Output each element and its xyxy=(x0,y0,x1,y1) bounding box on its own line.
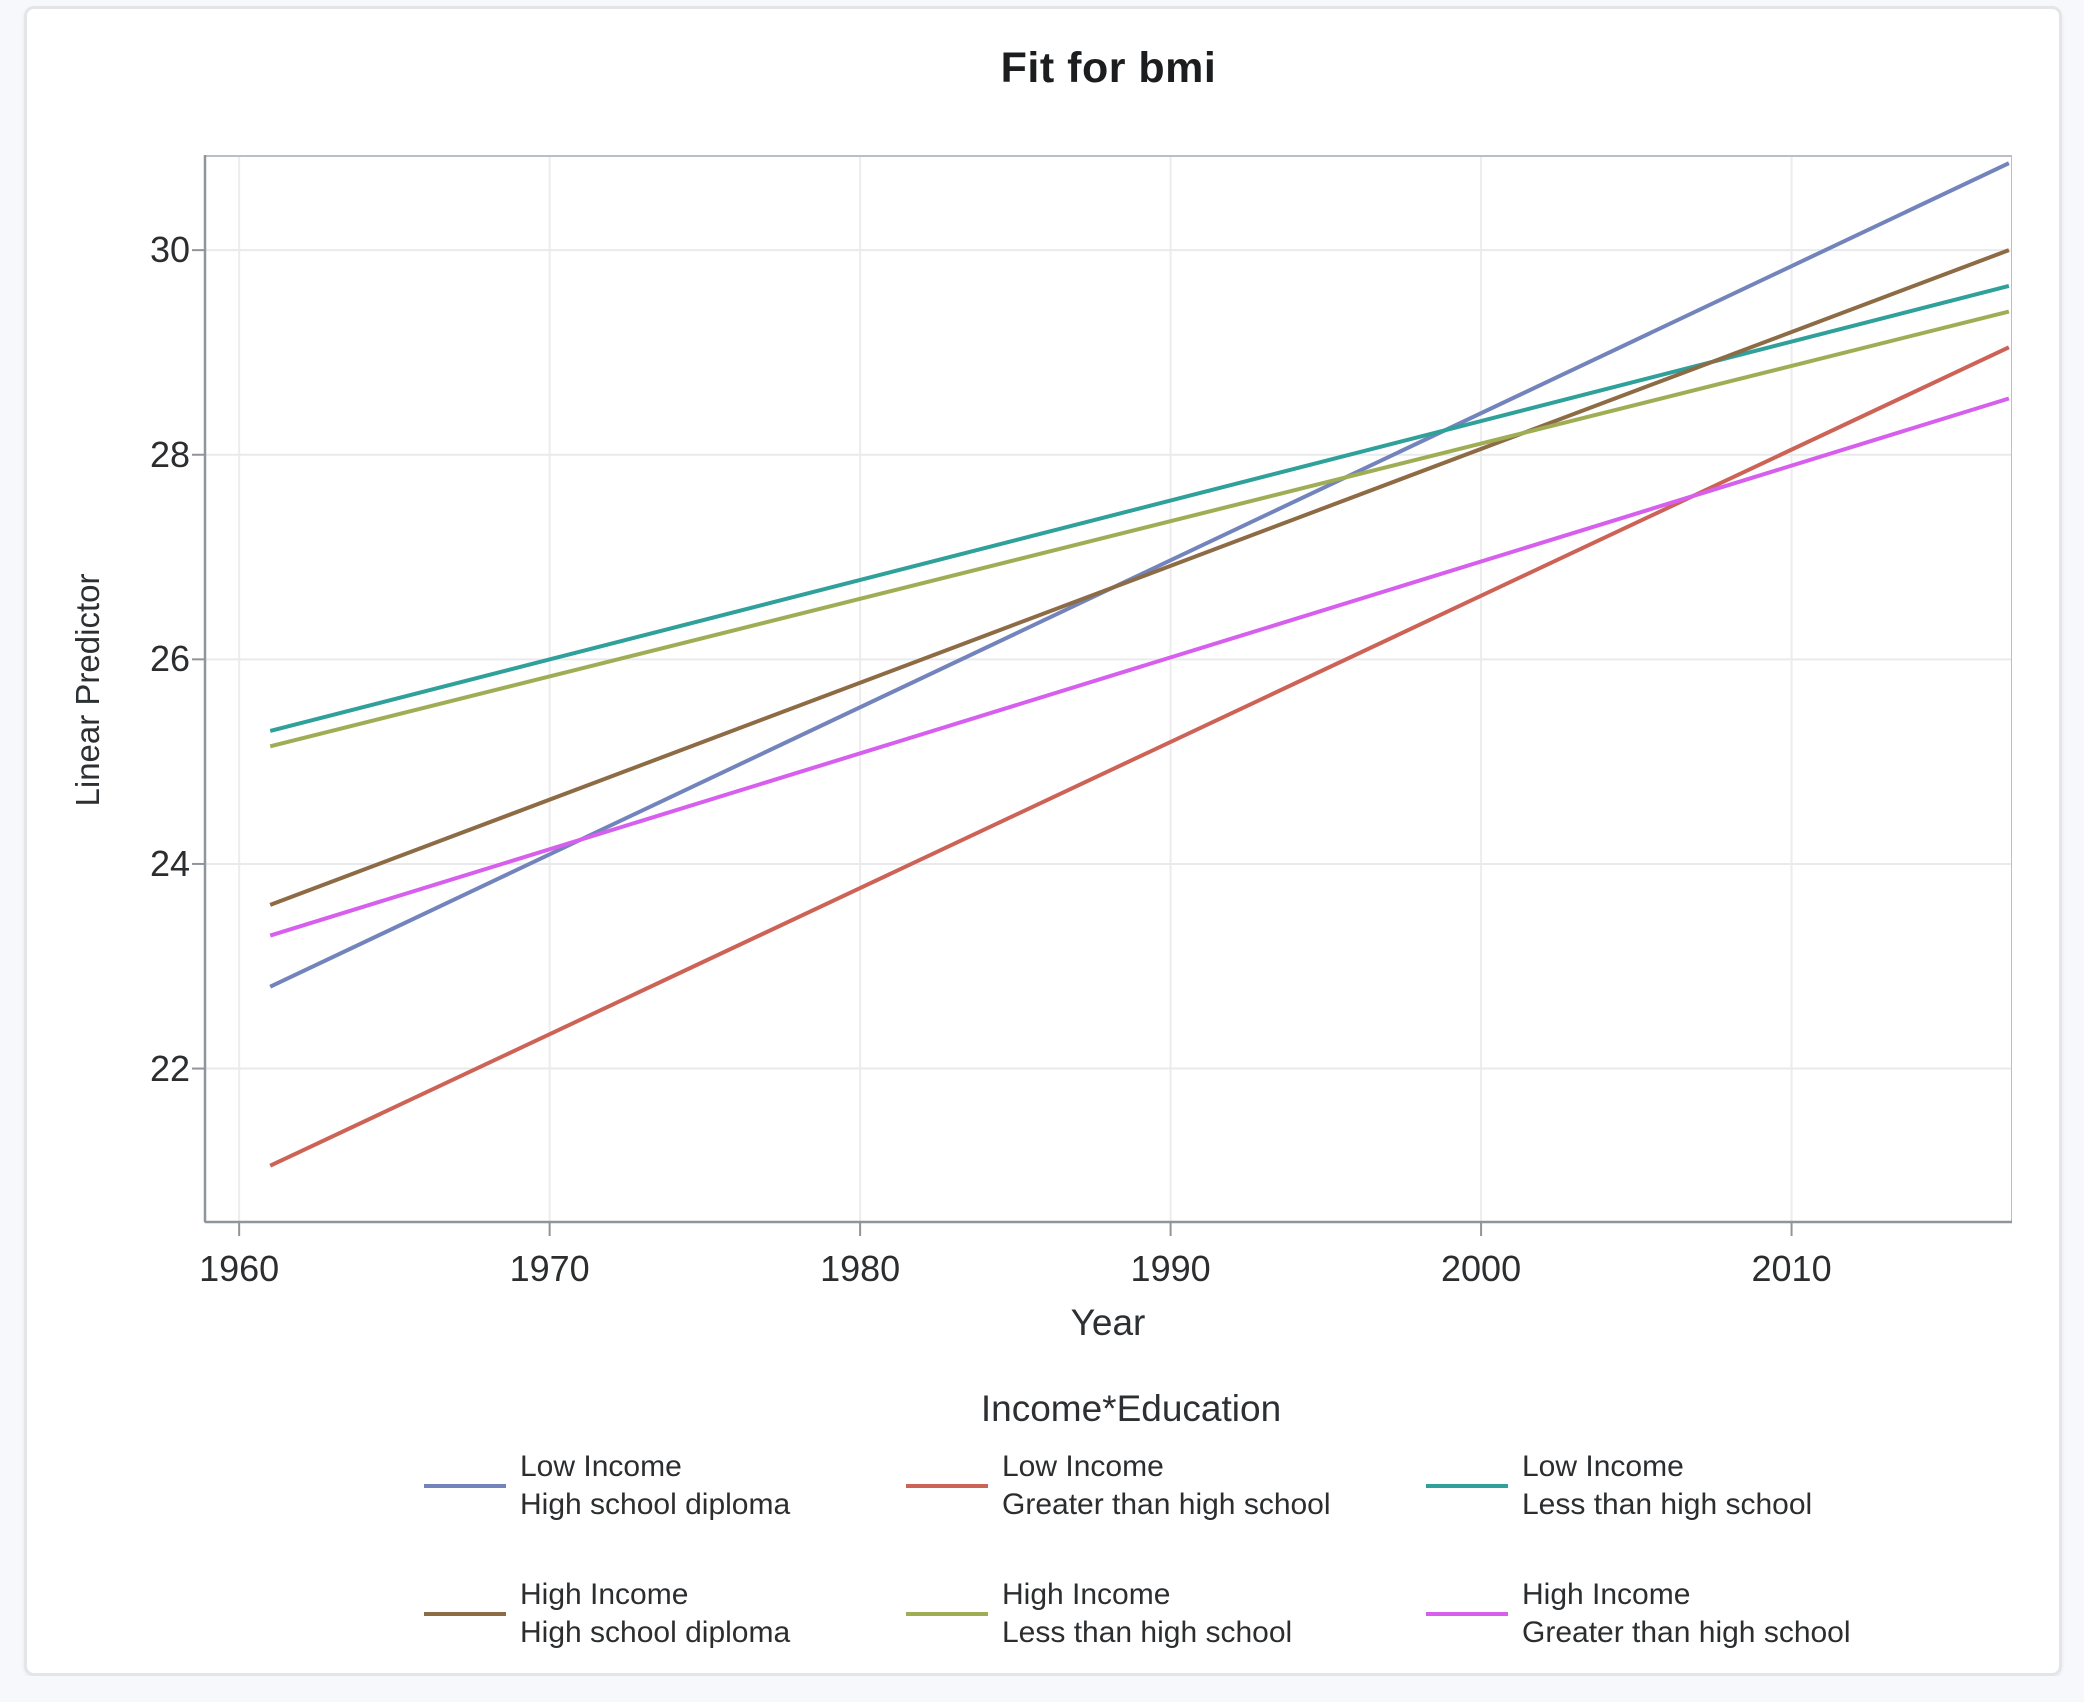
x-tick-label: 1980 xyxy=(820,1248,901,1289)
x-tick-label: 1970 xyxy=(509,1248,590,1289)
y-axis-label: Linear Predictor xyxy=(69,573,106,807)
page-background-strip xyxy=(0,1676,2084,1702)
plot-area xyxy=(192,155,2012,1236)
y-tick-label: 22 xyxy=(149,1047,190,1089)
x-tick-label: 1960 xyxy=(199,1248,280,1289)
legend-swatch xyxy=(1426,1612,1508,1616)
legend-label-education: Less than high school xyxy=(1002,1616,1293,1649)
legend-label-income: High Income xyxy=(1002,1578,1171,1611)
legend-entry: Low Income Greater than high school xyxy=(906,1448,1331,1524)
y-tick-label: 24 xyxy=(149,842,190,884)
y-tick-label: 28 xyxy=(149,433,190,475)
y-tick-label: 30 xyxy=(149,229,190,271)
legend-swatch xyxy=(424,1612,506,1616)
legend-entry: Low Income Less than high school xyxy=(1426,1448,1812,1524)
series-line-5 xyxy=(269,396,2010,938)
legend-swatch xyxy=(906,1484,988,1488)
legend-label-income: Low Income xyxy=(1002,1450,1164,1483)
legend-entry: Low Income High school diploma xyxy=(424,1448,790,1524)
legend-entry: High Income High school diploma xyxy=(424,1576,790,1652)
series-line-4 xyxy=(269,309,2010,749)
legend-entry: High Income Less than high school xyxy=(906,1576,1292,1652)
legend-label-education: Less than high school xyxy=(1522,1488,1813,1521)
legend-label-income: High Income xyxy=(1522,1578,1691,1611)
legend-label-income: Low Income xyxy=(1522,1450,1684,1483)
legend-label-income: Low Income xyxy=(520,1450,682,1483)
legend-label: Low Income Less than high school xyxy=(1522,1448,1812,1524)
legend-label-education: High school diploma xyxy=(520,1488,791,1521)
chart-panel xyxy=(24,6,2062,1676)
series-line-2 xyxy=(269,284,2010,733)
chart-title: Fit for bmi xyxy=(1000,44,1217,92)
legend-label: High Income Less than high school xyxy=(1002,1576,1292,1652)
plot-border xyxy=(204,155,2012,1223)
legend-label-education: Greater than high school xyxy=(1002,1488,1331,1521)
x-axis-label: Year xyxy=(1070,1302,1146,1343)
legend-label-income: High Income xyxy=(520,1578,689,1611)
x-tick-label: 2010 xyxy=(1751,1248,1832,1289)
legend-label: High Income Greater than high school xyxy=(1522,1576,1851,1652)
x-tick-label: 2000 xyxy=(1441,1248,1522,1289)
legend-label: Low Income High school diploma xyxy=(520,1448,790,1524)
series-line-1 xyxy=(269,345,2010,1168)
legend-entry: High Income Greater than high school xyxy=(1426,1576,1851,1652)
series-line-3 xyxy=(269,248,2010,907)
y-tick-label: 26 xyxy=(149,638,190,680)
legend-swatch xyxy=(424,1484,506,1488)
legend-title: Income*Education xyxy=(980,1388,1282,1429)
legend-label: High Income High school diploma xyxy=(520,1576,790,1652)
legend-label: Low Income Greater than high school xyxy=(1002,1448,1331,1524)
legend-swatch xyxy=(1426,1484,1508,1488)
legend-label-education: High school diploma xyxy=(520,1616,791,1649)
series-line-0 xyxy=(269,161,2010,989)
x-tick-label: 1990 xyxy=(1130,1248,1211,1289)
legend-swatch xyxy=(906,1612,988,1616)
legend-label-education: Greater than high school xyxy=(1522,1616,1851,1649)
